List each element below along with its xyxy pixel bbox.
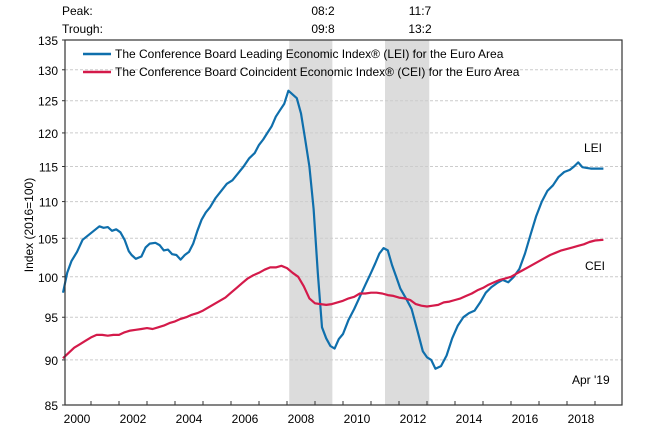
x-tick-label: 2008 [288,412,315,426]
cei-series-label: CEI [585,259,605,273]
recession-1-trough: 09:8 [311,22,335,36]
y-axis-title: Index (2016=100) [22,178,36,272]
legend-label-cei: The Conference Board Coincident Economic… [115,65,520,79]
x-tick-label: 2006 [232,412,259,426]
y-tick-label: 135 [38,34,58,48]
recession-1-peak: 08:2 [311,4,335,18]
x-tick-label: 2000 [64,412,91,426]
legend: The Conference Board Leading Economic In… [83,47,520,79]
y-tick-label: 110 [39,196,58,210]
x-tick-label: 2018 [568,412,595,426]
recession-band-1 [289,40,333,405]
lei-series-label: LEI [584,141,602,155]
y-tick-label: 105 [38,232,58,246]
y-tick-label: 85 [45,399,59,413]
legend-label-lei: The Conference Board Leading Economic In… [115,47,504,61]
peak-label: Peak: [62,4,93,18]
y-tick-label: 115 [39,161,58,175]
x-tick-label: 2004 [176,412,203,426]
x-tick-label: 2014 [456,412,483,426]
y-tick-label: 100 [38,271,58,285]
y-axis: 85 90 95 100 105 110 115 120 125 130 135 [38,34,65,413]
series-line-lei [61,89,604,370]
y-tick-label: 130 [38,64,58,78]
trough-label: Trough: [62,22,103,36]
y-tick-label: 95 [45,311,59,325]
y-tick-label: 125 [38,95,58,109]
x-axis: 2000 2002 2004 2006 2008 2010 2012 2014 2016 2018 [64,401,596,426]
y-tick-label: 90 [45,354,59,368]
recession-bands [289,40,430,405]
latest-date-label: Apr '19 [572,373,610,387]
x-tick-label: 2002 [120,412,147,426]
x-tick-label: 2010 [344,412,371,426]
series-lines [61,89,604,370]
series-line-cei [62,238,604,359]
y-tick-label: 120 [38,127,58,141]
recession-header: Peak: Trough: 08:2 09:8 11:7 13:2 [62,4,432,36]
x-tick-label: 2012 [400,412,427,426]
recession-2-trough: 13:2 [408,22,432,36]
x-tick-label: 2016 [512,412,539,426]
plot-frame [64,39,623,406]
recession-2-peak: 11:7 [409,4,432,18]
gridlines [65,69,622,361]
